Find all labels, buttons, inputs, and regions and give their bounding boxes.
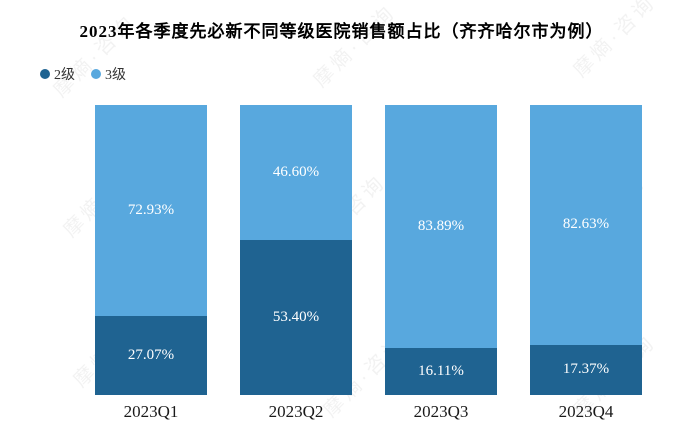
legend-marker-tier3-icon	[91, 69, 101, 79]
segment-value-label: 72.93%	[127, 202, 175, 219]
legend-item-tier2: 2级	[40, 64, 75, 84]
bar-segment-3级-2023Q1: 72.93%	[95, 105, 207, 317]
legend-label-tier2: 2级	[54, 68, 75, 83]
legend: 2级 3级	[40, 64, 126, 84]
segment-value-label: 16.11%	[418, 363, 464, 380]
bar-segment-2级-2023Q2: 53.40%	[240, 240, 352, 395]
legend-label-tier3: 3级	[105, 68, 126, 83]
segment-value-label: 53.40%	[272, 309, 320, 326]
x-axis-category-label: 2023Q3	[413, 402, 469, 421]
bar-segment-2级-2023Q1: 27.07%	[95, 316, 207, 395]
x-axis-category-label: 2023Q4	[558, 402, 614, 421]
segment-value-label: 83.89%	[417, 218, 465, 235]
bar-segment-2级-2023Q4: 17.37%	[530, 344, 642, 395]
legend-item-tier3: 3级	[91, 64, 126, 84]
bar-column-2023Q1: 72.93% 27.07% 2023Q1	[95, 105, 207, 422]
bar-segment-2级-2023Q3: 16.11%	[385, 348, 497, 395]
segment-value-label: 17.37%	[562, 361, 610, 378]
stacked-bar-2023Q3: 83.89% 16.11%	[385, 105, 497, 395]
legend-marker-tier2-icon	[40, 69, 50, 79]
chart-title: 2023年各季度先必新不同等级医院销售额占比（齐齐哈尔市为例）	[79, 22, 604, 41]
bar-column-2023Q3: 83.89% 16.11% 2023Q3	[385, 105, 497, 422]
bar-column-2023Q4: 82.63% 17.37% 2023Q4	[530, 105, 642, 422]
segment-value-label: 82.63%	[562, 216, 610, 233]
bar-segment-3级-2023Q2: 46.60%	[240, 105, 352, 241]
bar-column-2023Q2: 46.60% 53.40% 2023Q2	[240, 105, 352, 422]
segment-value-label: 46.60%	[272, 164, 320, 181]
stacked-bar-2023Q2: 46.60% 53.40%	[240, 105, 352, 395]
stacked-bar-2023Q4: 82.63% 17.37%	[530, 105, 642, 395]
x-axis-category-label: 2023Q2	[268, 402, 324, 421]
segment-value-label: 27.07%	[127, 347, 175, 364]
x-axis-category-label: 2023Q1	[123, 402, 179, 421]
stacked-bar-2023Q1: 72.93% 27.07%	[95, 105, 207, 395]
bar-segment-3级-2023Q4: 82.63%	[530, 105, 642, 345]
plot-area: 72.93% 27.07% 2023Q1 46.60% 53.40% 2023Q2 83.8…	[95, 105, 642, 422]
bar-segment-3级-2023Q3: 83.89%	[385, 105, 497, 349]
